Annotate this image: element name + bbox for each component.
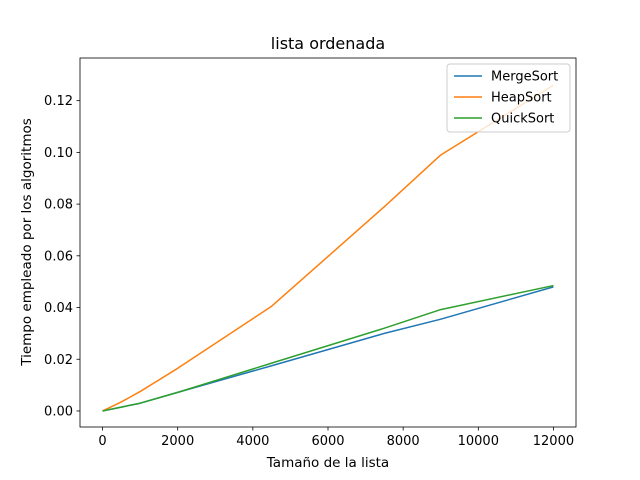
y-axis-label: Tiempo empleado por los algoritmos (19, 118, 35, 367)
x-tick-label: 2000 (161, 434, 194, 449)
y-tick-label: 0.00 (44, 404, 73, 419)
series-line-heapsort (102, 84, 554, 412)
plot-area: 0 2000 4000 6000 8000 10000 12000 0.00 0.02 0.04 0… (44, 57, 577, 449)
x-tick-label: 0 (98, 434, 106, 449)
x-tick-label: 10000 (458, 434, 499, 449)
y-tick-label: 0.10 (44, 146, 73, 161)
y-tick-label: 0.04 (44, 301, 73, 316)
x-tick-label: 8000 (387, 434, 420, 449)
y-tick-label: 0.06 (44, 249, 73, 264)
legend-label-mergesort: MergeSort (491, 70, 558, 85)
x-tick-label: 6000 (311, 434, 344, 449)
y-tick-label: 0.02 (44, 353, 73, 368)
y-tick-label: 0.12 (44, 94, 73, 109)
legend-label-heapsort: HeapSort (491, 91, 552, 106)
series-line-quicksort (102, 284, 554, 412)
legend: MergeSort HeapSort QuickSort (446, 63, 571, 133)
legend-label-quicksort: QuickSort (491, 112, 554, 127)
x-tick-label: 12000 (533, 434, 574, 449)
chart-title: lista ordenada (271, 34, 385, 53)
legend-box (446, 63, 571, 133)
y-tick-label: 0.08 (44, 198, 73, 213)
x-tick-label: 4000 (236, 434, 269, 449)
x-axis-label: Tamaño de la lista (266, 455, 389, 471)
